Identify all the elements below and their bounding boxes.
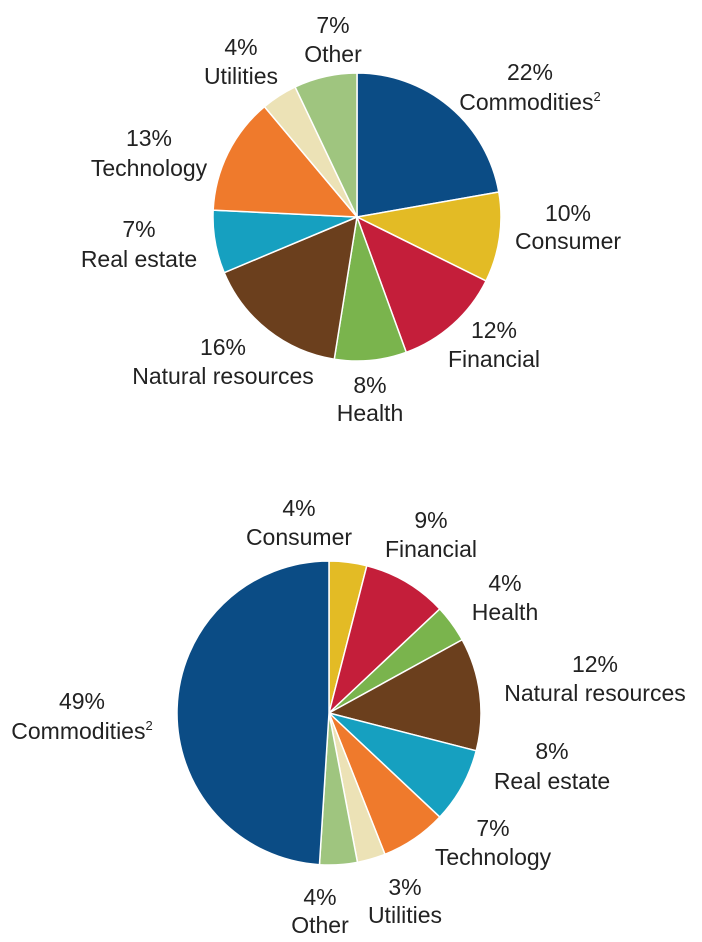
category-name: Consumer — [515, 228, 621, 254]
pct-label-technology: 13% — [126, 125, 172, 151]
pie-2: 4% Consumer 9% Financial 4% Health 12% Natural … — [11, 495, 685, 938]
category-label-financial: Financial — [385, 536, 477, 562]
category-name: Financial — [448, 346, 540, 372]
category-name: Technology — [435, 844, 552, 870]
category-label-commodities: Commodities2 — [459, 89, 600, 115]
pct-label-real-estate: 8% — [535, 738, 568, 764]
category-name: Health — [472, 599, 538, 625]
category-label-real-estate: Real estate — [81, 246, 197, 272]
pct-label-consumer: 4% — [282, 495, 315, 521]
pct-label-other: 4% — [303, 884, 336, 910]
category-name: Consumer — [246, 524, 352, 550]
category-name: Real estate — [494, 768, 610, 794]
category-label-other: Other — [304, 41, 362, 67]
pct-label-consumer: 10% — [545, 200, 591, 226]
category-label-natural-resources: Natural resources — [132, 363, 314, 389]
slice-natural-resources — [223, 215, 358, 361]
category-name: Commodities — [459, 89, 593, 115]
pct-label-financial: 12% — [471, 317, 517, 343]
pct-label-commodities: 49% — [59, 688, 105, 714]
pct-label-technology: 7% — [476, 815, 509, 841]
pie-1: 22% Commodities2 10%Consumer 12% Financial 8%… — [81, 12, 622, 426]
pct-label-health: 4% — [488, 570, 521, 596]
category-name: Commodities — [11, 718, 145, 744]
pct-label-natural-resources: 16% — [200, 334, 246, 360]
pct-label-health: 8% — [353, 372, 386, 398]
pct-label-utilities: 4% — [224, 34, 257, 60]
category-label-technology: Technology — [91, 155, 208, 181]
category-label-consumer: Consumer — [246, 524, 352, 550]
category-label-technology: Technology — [435, 844, 552, 870]
pct-label-natural-resources: 12% — [572, 651, 618, 677]
category-label-commodities: Commodities2 — [11, 718, 152, 744]
category-name: Other — [291, 912, 349, 938]
category-name: Real estate — [81, 246, 197, 272]
category-name: Utilities — [204, 63, 278, 89]
pct-label-financial: 9% — [414, 507, 447, 533]
category-name: Natural resources — [132, 363, 314, 389]
pct-label-real-estate: 7% — [122, 216, 155, 242]
category-name: Natural resources — [504, 680, 686, 706]
category-name: Health — [337, 400, 403, 426]
pct-label-other: 7% — [316, 12, 349, 38]
category-label-utilities: Utilities — [204, 63, 278, 89]
slice-other — [294, 72, 358, 218]
footnote-marker: 2 — [593, 89, 600, 104]
category-label-real-estate: Real estate — [494, 768, 610, 794]
category-name: Technology — [91, 155, 208, 181]
category-label-natural-resources: Natural resources — [504, 680, 686, 706]
category-name: Financial — [385, 536, 477, 562]
pct-label-commodities: 22% — [507, 59, 553, 85]
slice-natural-resources — [326, 638, 482, 752]
category-name: Utilities — [368, 902, 442, 928]
category-label-financial: Financial — [448, 346, 540, 372]
slice-commodities — [176, 560, 330, 866]
slice-commodities — [356, 72, 500, 218]
slice-consumer — [354, 191, 502, 282]
slice-technology — [212, 105, 359, 218]
category-label-health: Health — [472, 599, 538, 625]
category-label-other: Other — [291, 912, 349, 938]
category-label-utilities: Utilities — [368, 902, 442, 928]
category-label-health: Health — [337, 400, 403, 426]
category-label-consumer: Consumer — [515, 228, 621, 254]
slice-financial — [327, 564, 441, 716]
footnote-marker: 2 — [145, 718, 152, 733]
slice-financial — [355, 215, 488, 354]
category-name: Other — [304, 41, 362, 67]
pct-label-utilities: 3% — [388, 874, 421, 900]
